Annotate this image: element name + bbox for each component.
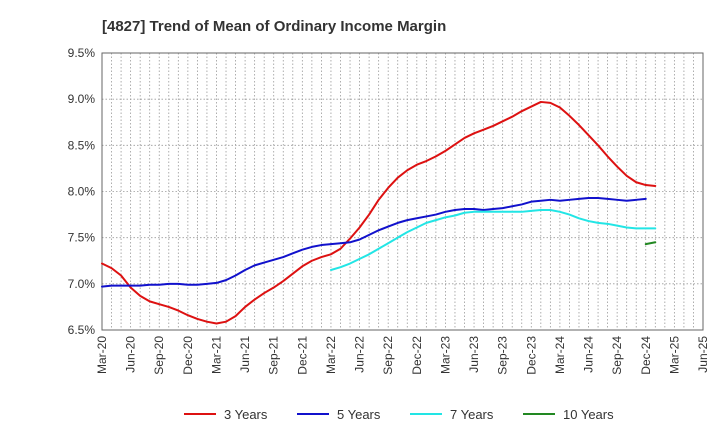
x-tick-label: Jun-21	[238, 336, 252, 373]
plot-area-border	[101, 52, 704, 331]
x-tick-label: Jun-23	[467, 336, 481, 373]
series-line-3-years	[101, 100, 657, 325]
legend-label-7-years: 7 Years	[450, 407, 494, 422]
x-tick-label: Dec-22	[410, 336, 424, 375]
series-lines	[101, 100, 657, 325]
x-tick-label: Mar-24	[553, 336, 567, 374]
x-tick-label: Jun-25	[696, 336, 710, 373]
x-tick-label: Dec-23	[524, 336, 538, 375]
series-line-7-years	[329, 208, 657, 271]
y-tick-label: 7.0%	[68, 277, 96, 291]
x-tick-label: Sep-20	[152, 336, 166, 375]
x-tick-label: Sep-24	[610, 336, 624, 375]
series-line-10-years	[644, 241, 657, 246]
y-tick-label: 9.0%	[68, 92, 96, 106]
x-tick-label: Sep-22	[381, 336, 395, 375]
x-tick-label: Jun-22	[353, 336, 367, 373]
y-tick-label: 6.5%	[68, 323, 96, 337]
y-tick-label: 8.5%	[68, 138, 96, 152]
x-tick-label: Sep-23	[496, 336, 510, 375]
x-tick-label: Mar-23	[438, 336, 452, 374]
y-tick-label: 9.5%	[68, 46, 96, 60]
legend-label-5-years: 5 Years	[337, 407, 381, 422]
x-axis-ticks: Mar-20 Jun-20 Sep-20 Dec-20 Mar-21 Jun-21 Sep-…	[95, 336, 710, 375]
x-tick-label: Mar-21	[209, 336, 223, 374]
y-axis-ticks: 6.5% 7.0% 7.5% 8.0% 8.5% 9.0% 9.5%	[68, 46, 96, 337]
x-tick-label: Dec-21	[295, 336, 309, 375]
legend-label-3-years: 3 Years	[224, 407, 268, 422]
legend: 3 Years 5 Years 7 Years 10 Years	[184, 407, 614, 422]
legend-label-10-years: 10 Years	[563, 407, 614, 422]
x-tick-label: Mar-20	[95, 336, 109, 374]
x-tick-label: Dec-20	[181, 336, 195, 375]
y-tick-label: 8.0%	[68, 185, 96, 199]
y-tick-label: 7.5%	[68, 231, 96, 245]
x-tick-label: Jun-20	[124, 336, 138, 373]
x-tick-label: Sep-21	[267, 336, 281, 375]
x-tick-label: Mar-25	[667, 336, 681, 374]
x-tick-label: Jun-24	[582, 336, 596, 373]
x-tick-label: Dec-24	[639, 336, 653, 375]
x-tick-label: Mar-22	[324, 336, 338, 374]
grid	[101, 52, 704, 331]
chart-title: [4827] Trend of Mean of Ordinary Income …	[102, 18, 446, 35]
series-line-5-years	[101, 196, 647, 288]
